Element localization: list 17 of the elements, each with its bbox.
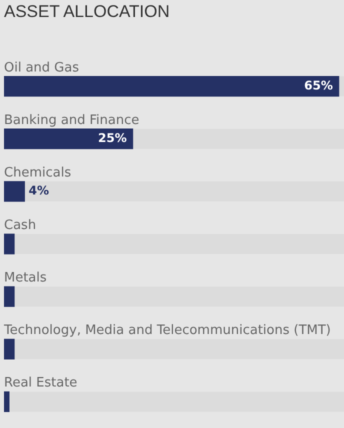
y-tick-label: Metals: [4, 270, 47, 286]
data-label: 25%: [98, 130, 127, 145]
y-tick-label: Banking and Finance: [4, 112, 140, 128]
bar: [4, 76, 340, 97]
y-tick-label: Real Estate: [4, 376, 78, 391]
y-tick-label: Technology, Media and Telecommunications (TMT): [3, 323, 331, 338]
data-label: 4%: [28, 184, 49, 198]
bar: [4, 181, 25, 202]
bar: [4, 286, 15, 307]
y-tick-label: Oil and Gas: [4, 60, 80, 76]
bar: [4, 338, 15, 360]
bar: [4, 234, 15, 254]
chart-title: ASSET ALLOCATION: [4, 2, 170, 22]
y-tick-label: Chemicals: [4, 165, 72, 180]
bar: [4, 391, 10, 412]
data-label: 65%: [304, 78, 333, 92]
y-tick-label: Cash: [4, 218, 36, 233]
